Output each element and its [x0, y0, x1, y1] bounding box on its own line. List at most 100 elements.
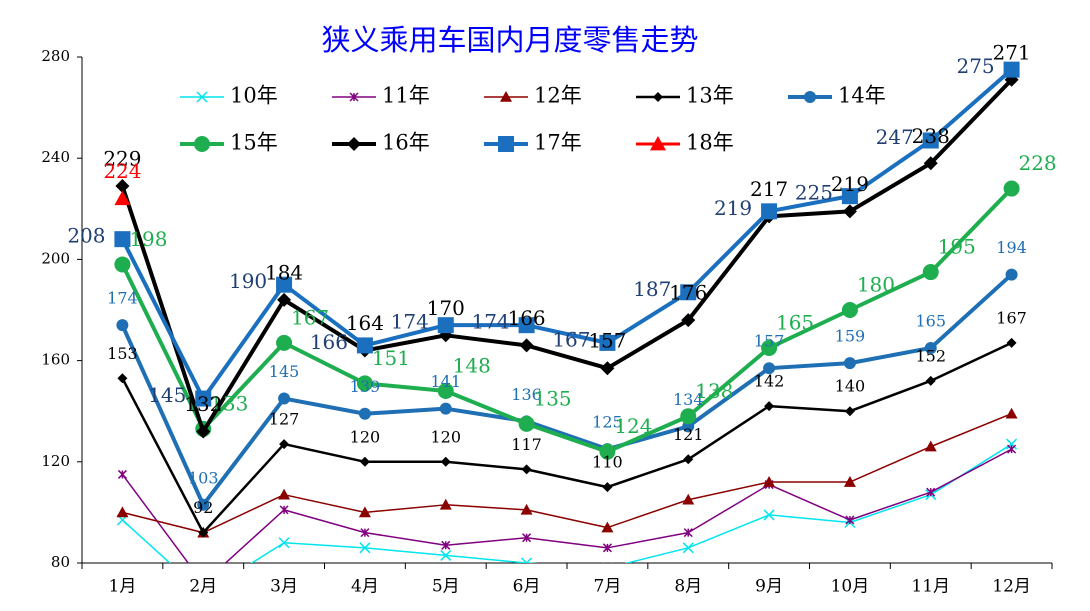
data-label: 194	[996, 238, 1027, 257]
marker	[117, 373, 128, 384]
data-label: 167	[552, 327, 590, 351]
marker	[117, 469, 127, 479]
data-label: 180	[857, 273, 895, 297]
x-tick-label: 6月	[513, 577, 541, 597]
marker	[924, 440, 937, 452]
marker	[518, 317, 535, 334]
marker	[519, 338, 534, 353]
marker	[683, 528, 693, 538]
data-label: 217	[750, 177, 788, 201]
legend-item: 10年	[180, 84, 278, 108]
data-label: 184	[265, 260, 303, 284]
marker	[349, 92, 359, 102]
marker	[842, 204, 857, 219]
marker	[115, 179, 130, 194]
marker	[602, 543, 612, 553]
legend-item: 11年	[332, 84, 430, 108]
marker	[841, 302, 858, 318]
series-line	[122, 413, 1012, 534]
series-line	[121, 341, 1013, 534]
marker	[844, 406, 855, 417]
data-label: 117	[511, 435, 542, 454]
marker	[521, 557, 533, 563]
x-tick-label: 9月	[755, 577, 783, 597]
data-label: 138	[695, 379, 733, 403]
marker	[520, 503, 533, 515]
x-tick-label: 12月	[992, 577, 1031, 597]
marker	[356, 375, 373, 392]
marker	[437, 382, 454, 399]
data-label: 120	[350, 427, 381, 446]
legend-label: 13年	[686, 84, 734, 108]
marker	[114, 256, 131, 273]
data-label: 145	[148, 383, 186, 407]
marker	[518, 415, 535, 432]
marker	[198, 527, 209, 538]
x-tick-label: 5月	[432, 577, 460, 597]
marker	[196, 424, 211, 439]
marker	[114, 190, 131, 206]
marker	[761, 203, 778, 220]
marker	[279, 439, 290, 450]
data-label: 110	[592, 453, 623, 472]
marker	[356, 337, 373, 354]
data-label: 164	[346, 311, 384, 335]
legend-item: 12年	[484, 84, 582, 108]
marker	[1003, 180, 1020, 197]
marker	[521, 464, 532, 475]
marker	[196, 91, 208, 103]
marker	[1005, 407, 1018, 419]
marker	[347, 137, 361, 151]
marker	[277, 292, 292, 307]
legend-label: 18年	[686, 131, 734, 155]
marker	[601, 521, 614, 533]
x-tick-label: 11月	[911, 577, 950, 597]
data-label: 152	[915, 346, 946, 365]
legend-item: 15年	[180, 131, 278, 155]
marker	[500, 91, 512, 102]
data-label: 151	[372, 346, 410, 370]
data-label: 120	[430, 427, 461, 446]
x-tick-label: 4月	[351, 577, 379, 597]
legend-item: 14年	[788, 84, 886, 108]
marker	[276, 334, 293, 351]
series-line	[120, 187, 1014, 454]
marker	[359, 456, 370, 467]
marker	[197, 498, 210, 511]
marker	[681, 313, 696, 328]
data-label: 127	[269, 410, 300, 429]
x-tick-label: 7月	[594, 577, 622, 597]
marker	[764, 401, 775, 412]
marker	[922, 132, 939, 149]
marker	[276, 276, 293, 293]
data-label: 140	[835, 377, 866, 396]
marker	[278, 537, 290, 549]
marker	[1006, 337, 1017, 348]
y-tick-label: 280	[41, 47, 70, 65]
data-label: 174	[107, 289, 138, 308]
marker	[439, 498, 452, 510]
marker	[841, 188, 858, 205]
marker	[522, 533, 532, 543]
x-tick-label: 3月	[270, 577, 298, 597]
legend-item: 17年	[484, 131, 582, 155]
marker	[440, 456, 451, 467]
data-label: 195	[938, 235, 976, 259]
marker	[763, 362, 776, 375]
y-tick-label: 240	[41, 148, 70, 166]
marker	[116, 319, 129, 332]
marker	[602, 482, 613, 493]
legend-item: 16年	[332, 131, 430, 155]
marker	[360, 528, 370, 538]
chart-title: 狭义乘用车国内月度零售走势	[321, 23, 698, 57]
data-label: 190	[229, 269, 267, 293]
legend-label: 10年	[230, 84, 278, 108]
marker	[1005, 268, 1018, 281]
x-tick-label: 10月	[831, 577, 870, 597]
x-tick-label: 1月	[109, 577, 137, 597]
legend-label: 16年	[382, 131, 430, 155]
y-tick-label: 80	[51, 553, 70, 571]
data-label: 176	[669, 281, 707, 305]
y-tick-label: 120	[41, 452, 70, 470]
